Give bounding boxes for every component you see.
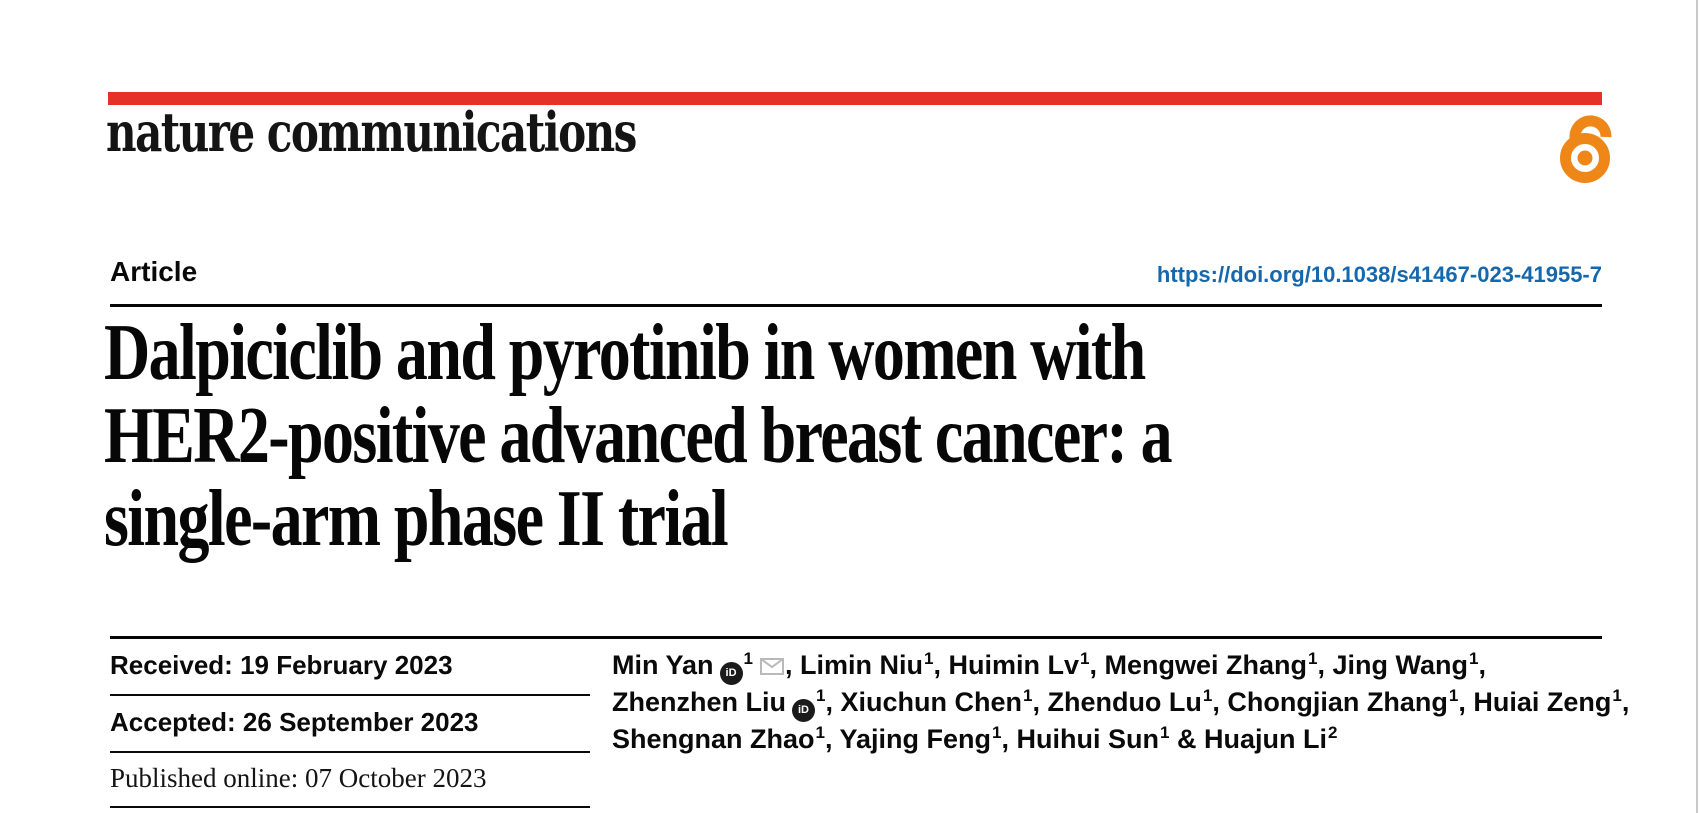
author-line: Min Yan iD1, Limin Niu1, Huimin Lv1, Meng… [612, 648, 1532, 685]
paper-title-line-1: Dalpiciclib and pyrotinib in women with [104, 309, 1146, 397]
author-name: Zhenzhen Liu [612, 687, 786, 717]
affiliation-superscript: 1 [1080, 649, 1090, 668]
date-divider-rule [110, 694, 590, 696]
affiliation-superscript: 1 [815, 723, 825, 742]
affiliation-superscript: 1 [815, 686, 826, 705]
author-name: Min Yan [612, 650, 714, 680]
author-name: Huiai Zeng [1473, 687, 1612, 717]
author-name: Mengwei Zhang [1104, 650, 1308, 680]
affiliation-superscript: 1 [1159, 723, 1170, 742]
affiliation-superscript: 1 [1448, 686, 1459, 705]
author-name: Yajing Feng [839, 724, 992, 754]
paper-title-line-3: single-arm phase II trial [104, 475, 729, 563]
affiliation-superscript: 1 [1612, 686, 1622, 705]
affiliation-superscript: 1 [1308, 649, 1318, 668]
author-name: Chongjian Zhang [1227, 687, 1448, 717]
affiliation-superscript: 1 [992, 723, 1002, 742]
author-line: Zhenzhen Liu iD1, Xiuchun Chen1, Zhenduo … [612, 685, 1629, 722]
date-divider-rule [110, 806, 590, 808]
affiliation-superscript: 1 [743, 649, 753, 668]
affiliation-superscript: 1 [1022, 686, 1033, 705]
received-date: Received: 19 February 2023 [110, 650, 453, 680]
section-divider-rule [110, 636, 1602, 639]
author-name: Huihui Sun [1016, 724, 1159, 754]
header-divider-rule [110, 304, 1602, 307]
affiliation-superscript: 2 [1327, 723, 1338, 742]
author-name: Limin Niu [800, 650, 924, 680]
article-type-label: Article [110, 256, 198, 287]
affiliation-superscript: 1 [1468, 649, 1479, 668]
page-right-edge [1696, 0, 1698, 813]
affiliation-superscript: 1 [924, 649, 934, 668]
author-name: Shengnan Zhao [612, 724, 815, 754]
doi-link[interactable]: https://doi.org/10.1038/s41467-023-41955… [1156, 262, 1602, 287]
orcid-id-icon[interactable]: iD [791, 699, 815, 722]
open-access-lock-icon [1560, 115, 1612, 183]
paper-title: Dalpiciclib and pyrotinib in women with … [104, 312, 1664, 561]
paper-title-line-2: HER2-positive advanced breast cancer: a [104, 392, 1173, 480]
author-name: Huimin Lv [948, 650, 1080, 680]
date-divider-rule [110, 751, 590, 753]
author-list: Min Yan iD1, Limin Niu1, Huimin Lv1, Meng… [612, 648, 1629, 757]
author-name: Jing Wang [1332, 650, 1468, 680]
author-name: Huajun Li [1203, 724, 1327, 754]
author-name: Zhenduo Lu [1047, 687, 1202, 717]
affiliation-superscript: 1 [1202, 686, 1213, 705]
published-online-date: Published online: 07 October 2023 [110, 763, 487, 793]
author-line: Shengnan Zhao1, Yajing Feng1, Huihui Sun… [612, 723, 1338, 754]
journal-logo: nature communications [106, 100, 637, 164]
masthead-red-bar [108, 92, 1602, 105]
accepted-date: Accepted: 26 September 2023 [110, 707, 479, 737]
orcid-id-icon[interactable]: iD [719, 662, 743, 685]
author-name: Xiuchun Chen [840, 687, 1022, 717]
envelope-icon[interactable] [760, 649, 784, 684]
